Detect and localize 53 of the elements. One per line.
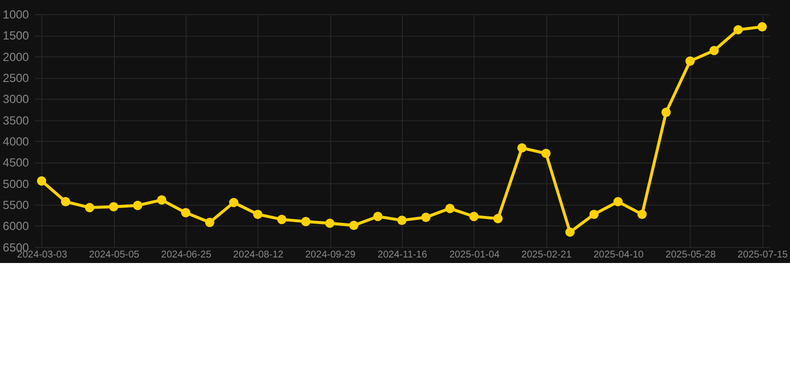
point bbox=[157, 195, 166, 205]
x-tick-label: 2024-05-05 bbox=[89, 249, 140, 260]
point bbox=[253, 210, 262, 220]
point bbox=[397, 216, 407, 225]
point bbox=[229, 198, 238, 208]
point bbox=[301, 216, 310, 226]
point bbox=[108, 202, 118, 212]
y-tick-label: 4000 bbox=[2, 136, 30, 149]
point bbox=[685, 56, 695, 66]
point bbox=[541, 148, 551, 158]
point bbox=[709, 46, 719, 56]
x-tick-label: 2025-05-28 bbox=[665, 249, 716, 260]
point bbox=[421, 212, 431, 222]
point bbox=[445, 204, 455, 214]
x-tick-label: 2024-08-12 bbox=[233, 249, 284, 260]
y-tick-label: 1500 bbox=[2, 30, 30, 43]
y-tick-label: 1000 bbox=[2, 8, 30, 22]
y-tick-label: 6000 bbox=[2, 220, 30, 234]
point bbox=[325, 218, 334, 228]
point bbox=[36, 176, 46, 186]
x-tick-label: 2025-02-21 bbox=[521, 249, 572, 260]
point bbox=[349, 220, 358, 230]
point bbox=[589, 210, 599, 220]
y-tick-label: 2500 bbox=[2, 72, 30, 86]
point bbox=[133, 200, 142, 210]
y-tick-label: 3500 bbox=[2, 114, 30, 128]
x-tick-label: 2024-03-03 bbox=[16, 249, 68, 260]
point bbox=[565, 227, 575, 237]
point bbox=[493, 214, 503, 224]
x-tick-label: 2024-11-16 bbox=[378, 249, 428, 260]
point bbox=[758, 22, 767, 32]
x-tick-label: 2024-09-29 bbox=[305, 249, 356, 260]
x-tick-label: 2025-07-15 bbox=[738, 249, 788, 260]
x-tick-label: 2024-06-25 bbox=[161, 249, 212, 260]
point bbox=[181, 208, 190, 218]
y-tick-label: 4500 bbox=[2, 156, 30, 170]
point bbox=[469, 212, 479, 222]
point bbox=[637, 210, 647, 220]
point bbox=[373, 212, 383, 222]
x-tick-label: 2025-04-10 bbox=[593, 249, 644, 260]
point bbox=[733, 25, 743, 34]
point bbox=[205, 218, 214, 228]
y-tick-label: 5500 bbox=[2, 199, 30, 212]
x-tick-label: 2025-01-04 bbox=[449, 249, 500, 260]
y-tick-label: 5000 bbox=[2, 178, 30, 191]
point bbox=[613, 197, 623, 206]
point bbox=[277, 214, 286, 224]
point bbox=[661, 108, 671, 117]
point bbox=[60, 197, 70, 206]
point bbox=[517, 143, 527, 153]
point bbox=[84, 202, 94, 212]
y-tick-label: 2000 bbox=[2, 50, 30, 64]
y-tick-label: 3000 bbox=[2, 93, 30, 106]
